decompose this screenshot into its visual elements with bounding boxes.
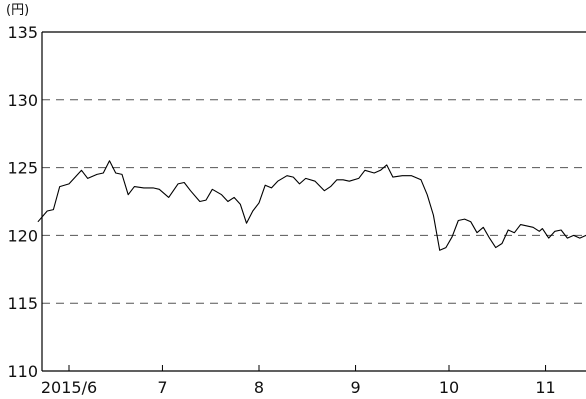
axes (41, 31, 586, 372)
gridlines (42, 99, 586, 304)
x-tick-label-4: 10 (439, 378, 459, 397)
x-tick-label-1: 7 (157, 378, 167, 397)
y-axis-unit-label: (円) (6, 3, 29, 18)
y-tick-labels: 110 115 120 125 130 135 (7, 23, 38, 381)
series-line-0 (37, 160, 586, 251)
y-tick-label-115: 115 (7, 294, 38, 313)
x-tick-label-0: 2015/6 (41, 378, 97, 397)
y-tick-label-125: 125 (7, 159, 38, 178)
y-tick-label-130: 130 (7, 91, 38, 110)
y-tick-label-120: 120 (7, 226, 38, 245)
x-tick-label-5: 11 (535, 378, 555, 397)
x-tick-label-2: 8 (254, 378, 264, 397)
y-tick-label-135: 135 (7, 23, 38, 42)
series-group (37, 160, 586, 251)
y-tick-label-110: 110 (7, 362, 38, 381)
x-tick-label-3: 9 (350, 378, 360, 397)
x-tick-labels: 2015/6 7 8 9 10 11 (41, 365, 556, 397)
